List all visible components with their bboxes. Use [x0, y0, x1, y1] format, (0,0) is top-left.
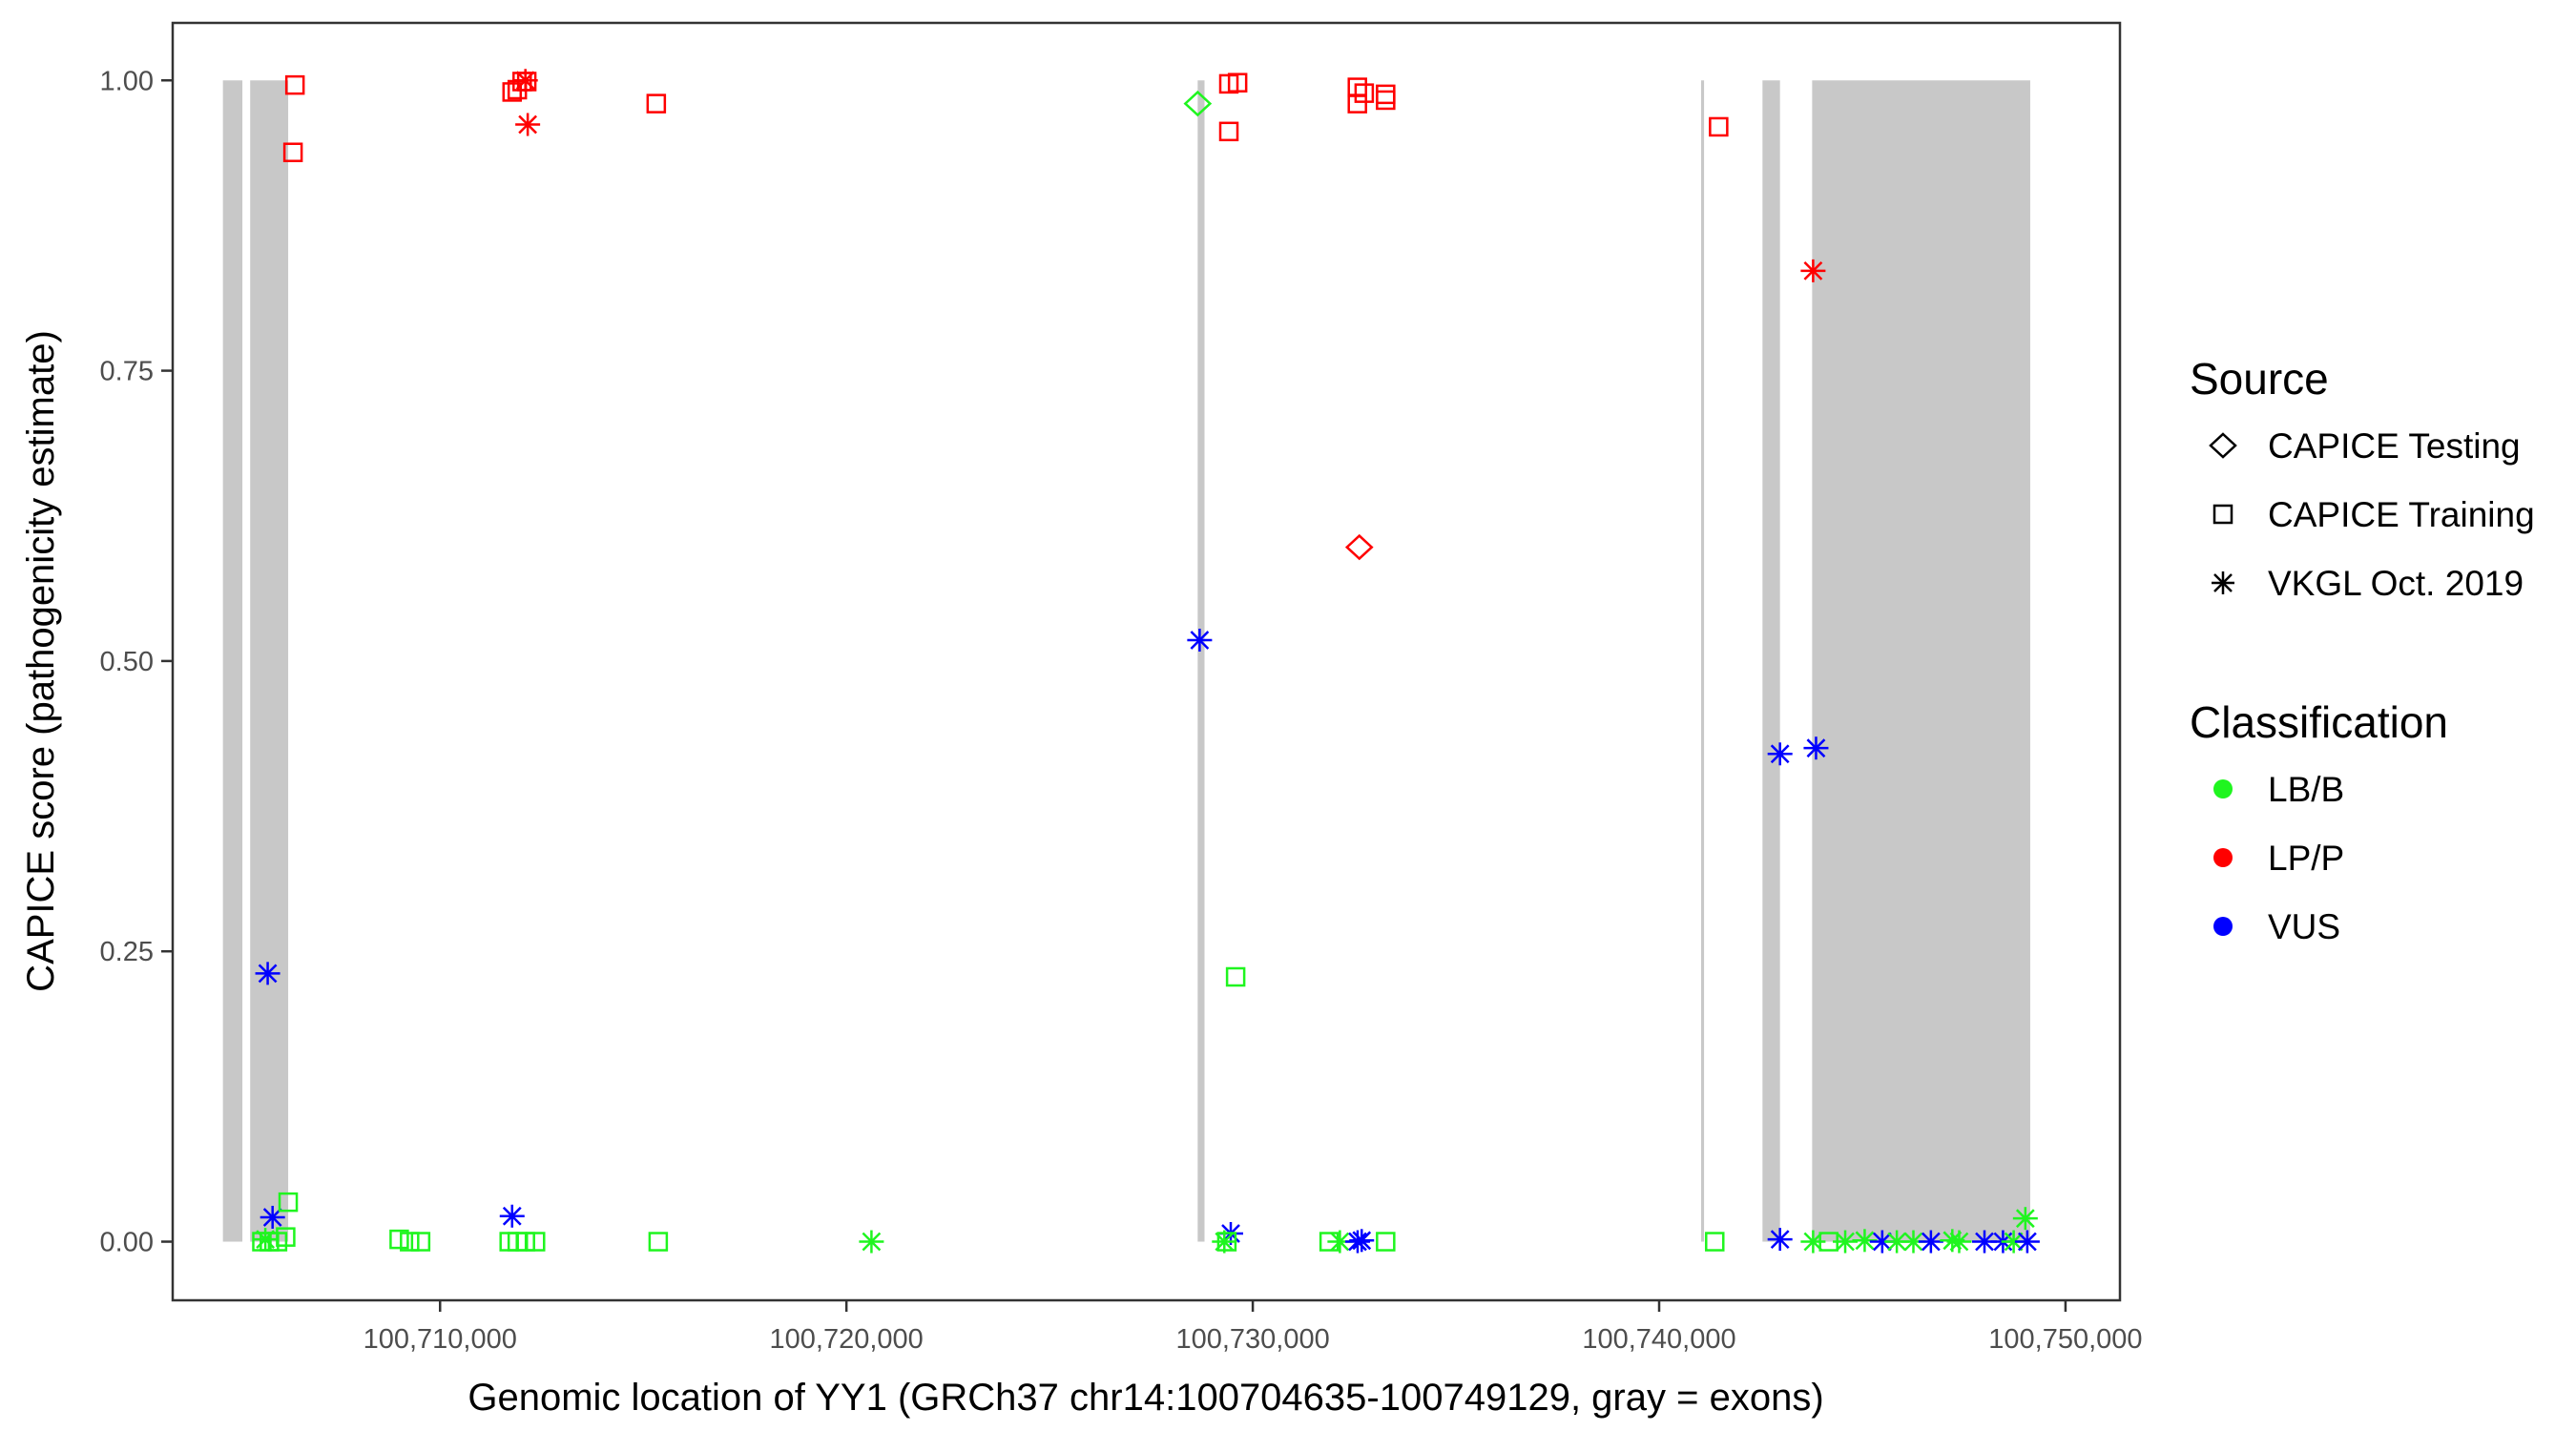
legend-label: CAPICE Training [2268, 495, 2535, 534]
x-axis: 100,710,000 100,720,000 100,730,000 100,740… [364, 1300, 2143, 1355]
legend-item-vkgl: VKGL Oct. 2019 [2212, 564, 2524, 603]
x-tick-label: 100,740,000 [1582, 1324, 1735, 1355]
data-point-training [515, 1232, 535, 1252]
legend-source-title: Source [2190, 354, 2329, 404]
y-tick-label: 1.00 [100, 66, 154, 96]
data-point-vkgl [2012, 1207, 2038, 1231]
data-point-vkgl [2014, 1230, 2040, 1254]
y-tick-label: 0.50 [100, 647, 154, 677]
asterisk-icon [2212, 571, 2234, 594]
data-point-training [410, 1232, 431, 1252]
data-point-training [276, 1227, 296, 1247]
data-point-vkgl [1212, 1230, 1237, 1254]
y-axis-title: CAPICE score (pathogenicity estimate) [20, 330, 62, 992]
legend-label: CAPICE Testing [2268, 426, 2521, 466]
data-point-vkgl [260, 1205, 285, 1229]
x-tick-label: 100,710,000 [364, 1324, 517, 1355]
exon-band [1812, 80, 2030, 1242]
data-point-vkgl [1803, 736, 1829, 760]
data-point-vkgl [1884, 1230, 1910, 1254]
legend-item-capice-testing: CAPICE Testing [2209, 426, 2521, 466]
legend-item-capice-training: CAPICE Training [2212, 495, 2535, 534]
legend-label: VKGL Oct. 2019 [2268, 564, 2524, 603]
data-point-training [1354, 83, 1375, 103]
data-point-training [284, 74, 305, 95]
data-point-vkgl [1833, 1230, 1859, 1254]
legend-item-lbb: LB/B [2213, 770, 2344, 809]
data-points [252, 69, 2040, 1254]
data-point-vkgl [859, 1230, 884, 1254]
data-point-vkgl [499, 1204, 525, 1228]
legend-item-lpp: LP/P [2213, 839, 2344, 878]
data-point-vkgl [1800, 1230, 1826, 1254]
data-point-testing [1183, 90, 1213, 117]
data-point-training [1376, 1232, 1396, 1252]
red-dot-icon [2213, 848, 2233, 867]
data-point-training [282, 142, 303, 162]
data-point-training [278, 1192, 299, 1213]
legend-label: LP/P [2268, 839, 2344, 878]
x-tick-label: 100,720,000 [770, 1324, 924, 1355]
y-axis: 0.00 0.25 0.50 0.75 1.00 [100, 66, 173, 1258]
exon-bands [222, 80, 2030, 1242]
data-point-training [1218, 121, 1239, 142]
x-axis-title: Genomic location of YY1 (GRCh37 chr14:10… [467, 1377, 1823, 1419]
data-point-training [1376, 90, 1396, 111]
data-point-training [1225, 966, 1246, 987]
legend-classification-title: Classification [2190, 697, 2448, 747]
y-tick-label: 0.75 [100, 357, 154, 387]
data-point-vkgl [512, 69, 538, 93]
exon-band [1701, 80, 1705, 1242]
data-point-vkgl [1800, 259, 1826, 282]
data-point-training [1705, 1232, 1725, 1252]
exon-band [1197, 80, 1205, 1242]
data-point-vkgl [1349, 1229, 1375, 1253]
square-icon [2212, 504, 2233, 525]
exon-band [1762, 80, 1780, 1242]
x-tick-label: 100,730,000 [1175, 1324, 1329, 1355]
data-point-training [526, 1232, 546, 1252]
data-point-testing [1344, 533, 1374, 561]
legend-label: VUS [2268, 907, 2340, 946]
data-point-training [648, 1232, 669, 1252]
data-point-vkgl [1971, 1230, 1997, 1254]
data-point-training [646, 93, 667, 114]
legend-item-vus: VUS [2213, 907, 2340, 946]
data-point-vkgl [1946, 1230, 1972, 1254]
exon-band [222, 80, 243, 1242]
green-dot-icon [2213, 779, 2233, 798]
data-point-vkgl [1767, 1228, 1793, 1252]
exon-band [250, 80, 289, 1242]
y-tick-label: 0.25 [100, 937, 154, 967]
data-point-training [389, 1229, 409, 1250]
data-point-training [1709, 116, 1729, 137]
x-tick-label: 100,750,000 [1988, 1324, 2142, 1355]
data-point-training [1347, 93, 1367, 114]
legend-label: LB/B [2268, 770, 2344, 809]
data-point-vkgl [1918, 1230, 1943, 1254]
data-point-training [1227, 73, 1248, 93]
blue-dot-icon [2213, 917, 2233, 936]
y-tick-label: 0.00 [100, 1228, 154, 1258]
legend: Source CAPICE Testing CAPICE Training VK… [2190, 354, 2535, 946]
data-point-vkgl [515, 113, 541, 136]
data-point-training [400, 1232, 420, 1252]
data-point-vkgl [1767, 742, 1793, 766]
data-point-vkgl [253, 1228, 279, 1252]
data-point-vkgl [1187, 628, 1213, 652]
diamond-icon [2209, 432, 2237, 459]
data-point-training [502, 82, 523, 102]
data-point-vkgl [255, 962, 280, 985]
